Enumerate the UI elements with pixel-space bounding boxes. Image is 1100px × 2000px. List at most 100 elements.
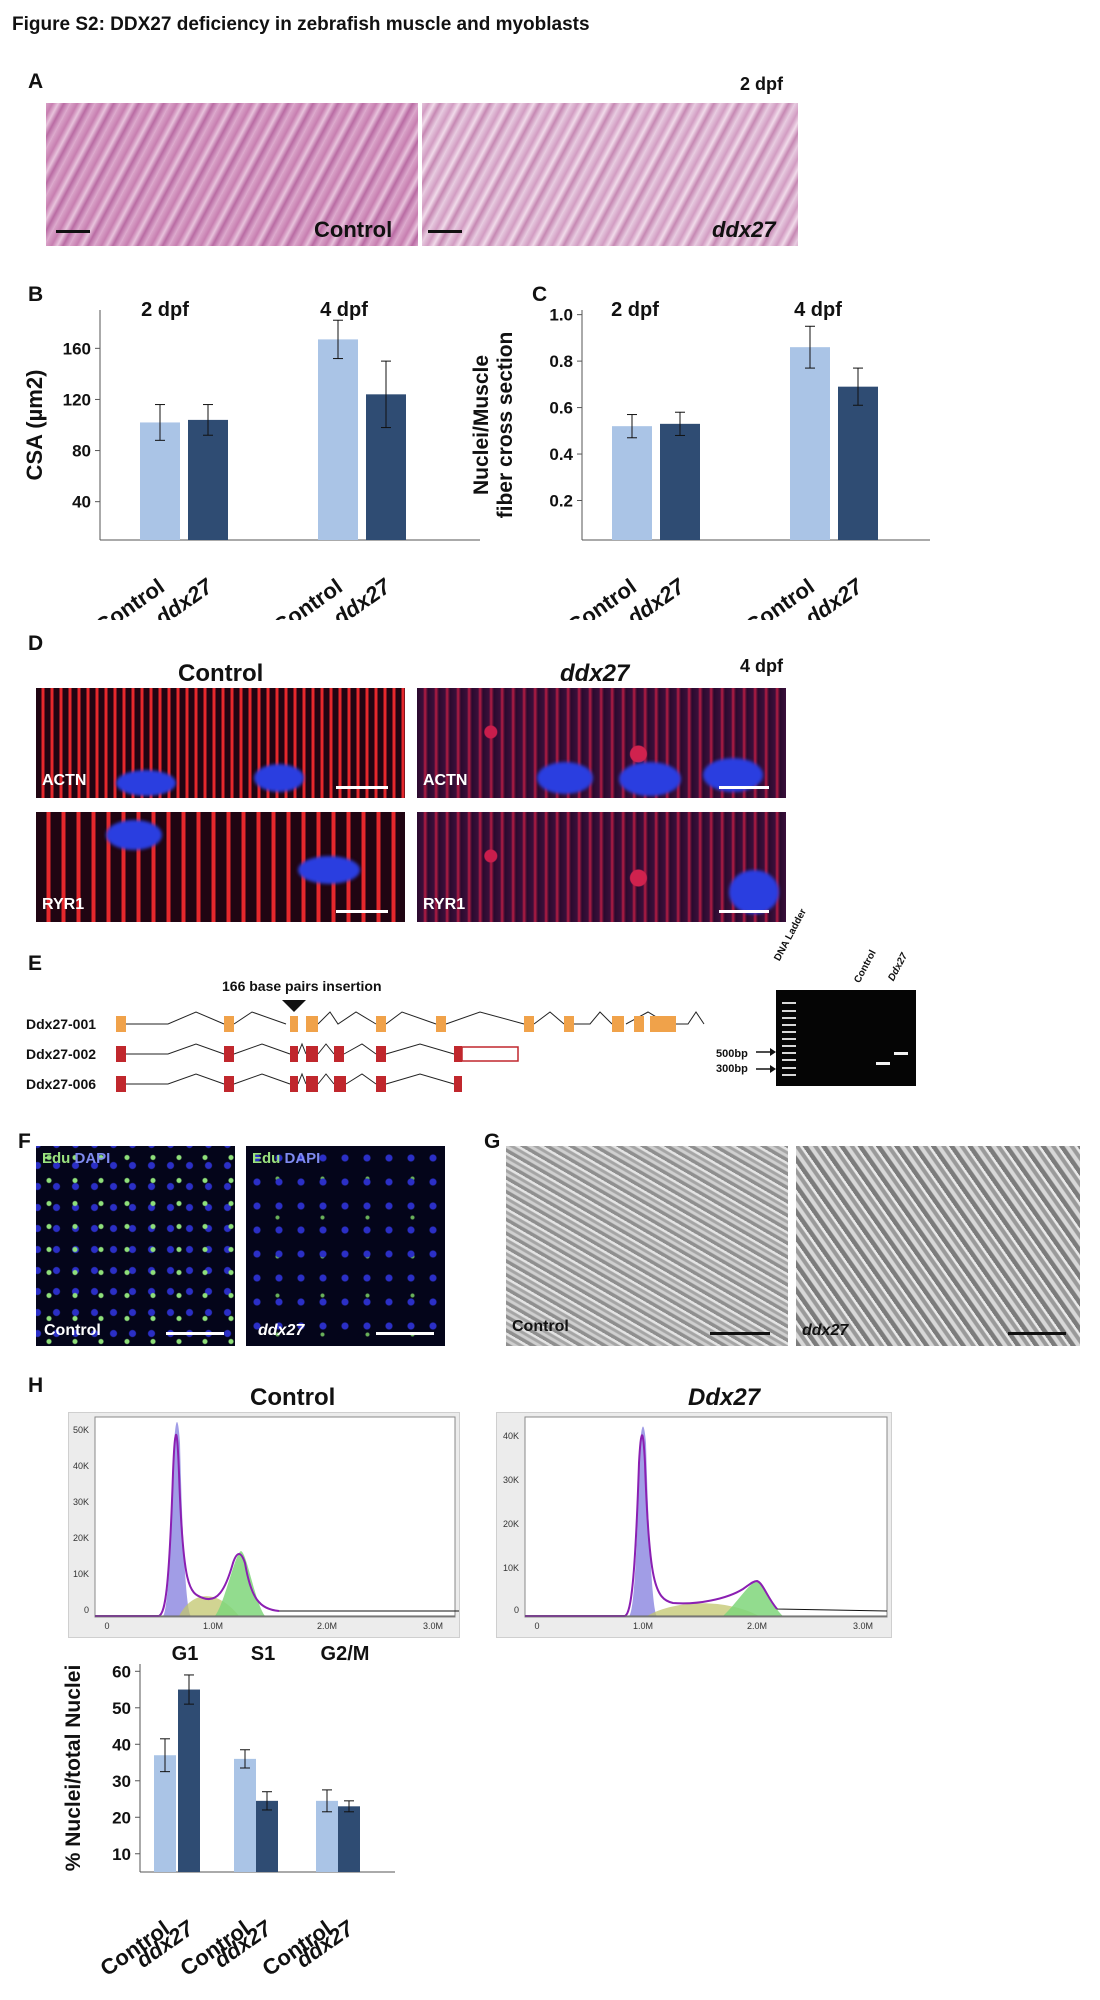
group-label: 2 dpf	[611, 299, 659, 321]
stain-edu: Edu	[252, 1150, 281, 1167]
if-image-ddx27-actn: ACTN	[417, 688, 786, 798]
image-label: ddx27	[258, 1322, 305, 1339]
stain-edu: Edu	[42, 1150, 71, 1167]
y-tick-label: 1.0	[549, 306, 573, 325]
bar	[838, 386, 878, 540]
transcript-006-structure	[116, 1072, 462, 1092]
bar	[318, 339, 358, 540]
flow-histogram-ddx27: 40K 30K 20K 10K 0 0 1.0M 2.0M 3.0M	[496, 1412, 892, 1638]
y-tick-label: 40K	[73, 1461, 89, 1471]
if-image-control-ryr1: RYR1	[36, 812, 405, 922]
y-tick-label: 10	[112, 1845, 131, 1864]
y-axis-label: % Nuclei/total Nuclei	[62, 1665, 85, 1872]
image-label: RYR1	[423, 896, 466, 913]
x-tick-label: 1.0M	[633, 1621, 653, 1631]
y-tick-label: 30	[112, 1772, 131, 1791]
group-label: 2 dpf	[141, 299, 189, 321]
group-label: S1	[251, 1643, 275, 1665]
bar	[338, 1806, 360, 1872]
histogram-plot: 40K 30K 20K 10K 0 0 1.0M 2.0M 3.0M	[503, 1416, 888, 1631]
bar	[140, 422, 180, 540]
edu-image-control: Edu DAPI Control	[36, 1146, 235, 1346]
transcript-label: Ddx27-002	[26, 1046, 97, 1062]
histogram-title-ddx27: Ddx27	[688, 1384, 761, 1411]
bar	[234, 1758, 256, 1872]
nucleus	[116, 770, 176, 796]
y-tick-label: 0	[514, 1605, 519, 1615]
bar	[188, 419, 228, 540]
image-label: ACTN	[42, 772, 87, 789]
x-tick-label: 2.0M	[747, 1621, 767, 1631]
if-image-control-actn: ACTN	[36, 688, 405, 798]
image-label: Control	[512, 1318, 569, 1335]
bar	[154, 1755, 176, 1872]
panel-label-g: G	[484, 1130, 501, 1153]
image-label: RYR1	[42, 896, 85, 913]
scale-bar	[376, 1332, 434, 1335]
scale-bar	[719, 786, 769, 789]
panel-label-e: E	[28, 952, 43, 975]
y-tick-label: 0.6	[549, 399, 573, 418]
histology-image-ddx27: ddx27	[422, 103, 798, 246]
flow-histogram-control: 50K 40K 30K 20K 10K 0 0 1.0M 2.0M 3.0M	[68, 1412, 460, 1638]
gel-marker-label: 300bp	[716, 1063, 748, 1075]
bar	[256, 1800, 278, 1872]
y-axis-label: Nuclei/Musclefiber cross section	[470, 332, 517, 519]
scale-bar	[166, 1332, 224, 1335]
image-label: ddx27	[712, 217, 776, 242]
transcript-label: Ddx27-001	[26, 1016, 97, 1032]
bar	[178, 1689, 200, 1872]
stain-dapi: DAPI	[74, 1150, 111, 1167]
gel-marker-arrows	[756, 1048, 776, 1073]
histology-image-control: Control	[46, 103, 418, 246]
insertion-marker	[282, 1000, 306, 1012]
gel-marker-label: 500bp	[716, 1048, 748, 1060]
y-tick-label: 30K	[73, 1497, 89, 1507]
transcript-label: Ddx27-006	[26, 1076, 97, 1092]
nucleus	[537, 762, 593, 794]
edu-image-ddx27: Edu DAPI ddx27	[246, 1146, 445, 1346]
bar	[660, 423, 700, 540]
y-tick-label: 10K	[73, 1569, 89, 1579]
scale-bar	[56, 230, 90, 233]
gel-band-control	[876, 1062, 890, 1065]
scale-bar	[719, 910, 769, 913]
y-tick-label: 80	[72, 442, 91, 461]
y-tick-label: 60	[112, 1662, 131, 1681]
stain-legend: Edu DAPI	[42, 1150, 110, 1167]
scale-bar	[710, 1332, 770, 1335]
column-header-control: Control	[178, 660, 264, 687]
histogram-title-control: Control	[250, 1384, 336, 1411]
stain-legend: Edu DAPI	[252, 1150, 320, 1167]
gel-band-ddx27	[894, 1052, 908, 1055]
group-label: G1	[172, 1643, 199, 1665]
panel-a-stage: 2 dpf	[740, 74, 783, 94]
panel-label-c: C	[532, 283, 548, 306]
nucleus	[619, 762, 681, 796]
group-label: 4 dpf	[794, 299, 842, 321]
gel-bands	[782, 1002, 908, 1076]
transcript-001-structure	[116, 1011, 705, 1032]
gel-lane-label: Control	[852, 948, 879, 985]
chart-cell-cycle: 10 20 30 40 50 60 % Nuclei/total Nuclei G1 S1 G2/…	[62, 1643, 395, 1981]
panel-label-a: A	[28, 70, 44, 93]
gene-structure-diagram	[116, 1000, 705, 1092]
gel-lane-label: Ddx27	[886, 951, 911, 983]
bar	[612, 426, 652, 540]
phase-image-control: Control	[506, 1146, 788, 1346]
x-tick-label: 0	[534, 1621, 539, 1631]
y-axis-label: CSA (µm2)	[22, 370, 47, 481]
y-tick-label: 20K	[503, 1519, 519, 1529]
bar	[790, 347, 830, 540]
y-tick-label: 30K	[503, 1475, 519, 1485]
nucleus	[106, 820, 162, 850]
panel-label-f: F	[18, 1130, 31, 1153]
y-tick-label: 0.2	[549, 492, 573, 511]
nucleus	[729, 870, 779, 914]
image-label: ACTN	[423, 772, 468, 789]
panel-d-stage: 4 dpf	[740, 656, 783, 676]
y-tick-label: 40K	[503, 1431, 519, 1441]
image-label: Control	[314, 217, 393, 242]
